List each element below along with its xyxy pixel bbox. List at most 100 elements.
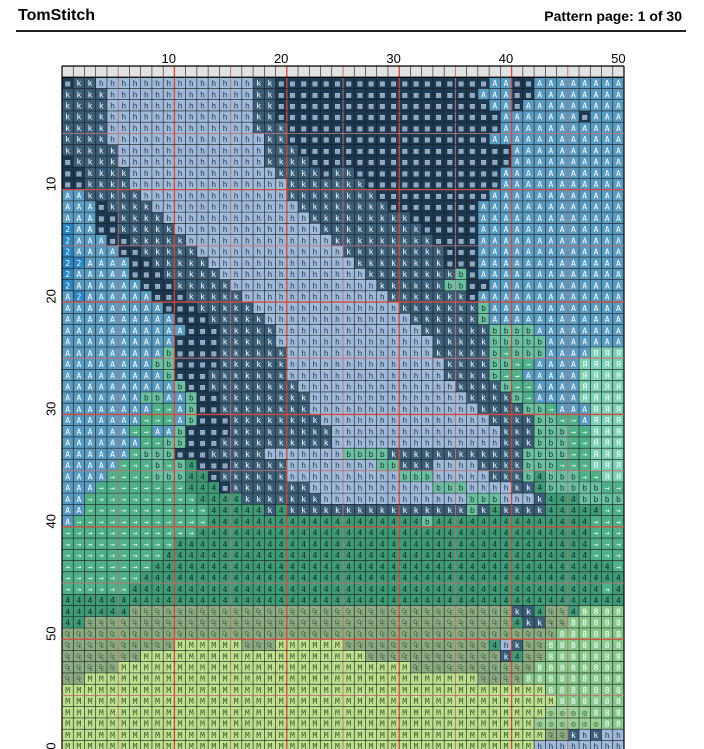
- cell-symbol: b: [537, 461, 542, 470]
- pattern-cell: [185, 380, 197, 392]
- cell-symbol: b: [470, 506, 475, 515]
- pattern-cell: [455, 425, 467, 437]
- pattern-cell: [421, 347, 433, 359]
- cell-symbol: h: [223, 225, 228, 234]
- cell-symbol: ▩: [211, 439, 216, 448]
- pattern-cell: [331, 178, 343, 190]
- cell-symbol: k: [414, 506, 419, 515]
- pattern-cell: [219, 369, 231, 381]
- pattern-cell: [129, 178, 141, 190]
- pattern-cell: [590, 268, 602, 280]
- pattern-cell: [590, 481, 602, 494]
- pattern-cell: [601, 155, 613, 168]
- pattern-cell: [590, 459, 602, 471]
- cell-symbol: 4: [223, 529, 228, 538]
- cell-symbol: A: [76, 484, 81, 493]
- cell-symbol: k: [346, 214, 351, 223]
- pattern-cell: [241, 223, 254, 235]
- cell-symbol: A: [110, 293, 115, 302]
- pattern-cell: [106, 122, 119, 134]
- cell-symbol: A: [99, 371, 104, 380]
- cell-symbol: A: [593, 248, 598, 257]
- cell-symbol: ▩: [357, 113, 362, 122]
- cell-symbol: A: [144, 349, 149, 358]
- pattern-cell: [118, 549, 130, 561]
- pattern-cell: [601, 110, 613, 123]
- pattern-cell: [421, 526, 433, 539]
- pattern-cell: [567, 133, 580, 145]
- pattern-cell: [511, 594, 523, 606]
- cell-symbol: h: [279, 315, 284, 324]
- pattern-cell: [343, 414, 355, 426]
- pattern-cell: [298, 380, 310, 392]
- cell-symbol: 2: [65, 225, 70, 234]
- pattern-cell: [376, 223, 388, 235]
- cell-symbol: 8: [582, 619, 587, 628]
- cell-symbol: h: [268, 450, 273, 459]
- cell-symbol: →: [133, 506, 138, 515]
- cell-symbol: k: [223, 439, 228, 448]
- pattern-cell: [62, 470, 74, 482]
- pattern-cell: [185, 504, 197, 516]
- cell-symbol: A: [121, 259, 126, 268]
- cell-symbol: 4: [234, 596, 239, 605]
- pattern-cell: [601, 133, 613, 145]
- pattern-cell: [196, 257, 209, 269]
- cell-symbol: h: [425, 371, 430, 380]
- cell-symbol: h: [256, 169, 261, 178]
- pattern-cell: [601, 470, 613, 482]
- cell-symbol: h: [346, 439, 351, 448]
- cell-symbol: →: [155, 495, 160, 504]
- pattern-cell: [354, 178, 366, 190]
- pattern-cell: [174, 616, 186, 628]
- pattern-cell: [567, 425, 580, 437]
- cell-symbol: k: [211, 281, 216, 290]
- pattern-cell: [466, 167, 478, 179]
- cell-symbol: ▩: [211, 360, 216, 369]
- cell-symbol: ₠: [200, 630, 205, 639]
- pattern-cell: [73, 335, 85, 347]
- pattern-cell: [455, 459, 467, 471]
- cell-symbol: ₠: [245, 630, 250, 639]
- pattern-cell: [185, 391, 197, 404]
- cell-symbol: h: [481, 416, 486, 425]
- cell-symbol: k: [166, 225, 171, 234]
- cell-symbol: h: [346, 382, 351, 391]
- pattern-cell: [174, 133, 186, 145]
- pattern-cell: [208, 380, 220, 392]
- cell-symbol: k: [369, 214, 374, 223]
- pattern-cell: [421, 122, 433, 134]
- pattern-cell: [387, 605, 400, 617]
- cell-symbol: k: [133, 225, 138, 234]
- cell-symbol: ₠: [121, 619, 126, 628]
- cell-symbol: ▩: [200, 315, 205, 324]
- pattern-cell: [343, 425, 355, 437]
- pattern-cell: [432, 481, 445, 494]
- pattern-cell: [73, 493, 85, 505]
- pattern-cell: [241, 414, 254, 426]
- pattern-cell: [410, 335, 422, 347]
- pattern-cell: [264, 77, 276, 89]
- pattern-cell: [95, 481, 107, 494]
- cell-symbol: 4: [178, 562, 183, 571]
- cell-symbol: A: [76, 270, 81, 279]
- pattern-cell: [151, 538, 164, 550]
- pattern-cell: [118, 178, 130, 190]
- cell-symbol: 4: [481, 540, 486, 549]
- cell-symbol: h: [414, 371, 419, 380]
- cell-symbol: h: [144, 101, 149, 110]
- pattern-cell: [354, 425, 366, 437]
- cell-symbol: ₠: [223, 619, 228, 628]
- pattern-cell: [241, 549, 254, 561]
- cell-symbol: h: [369, 427, 374, 436]
- pattern-cell: [320, 178, 332, 190]
- cell-symbol: ₠: [414, 630, 419, 639]
- cell-symbol: h: [245, 281, 250, 290]
- pattern-cell: [365, 268, 377, 280]
- cell-symbol: 4: [357, 585, 362, 594]
- pattern-cell: [275, 110, 287, 123]
- pattern-cell: [151, 144, 164, 156]
- cell-symbol: h: [324, 382, 329, 391]
- pattern-cell: [399, 605, 411, 617]
- pattern-cell: [196, 628, 209, 640]
